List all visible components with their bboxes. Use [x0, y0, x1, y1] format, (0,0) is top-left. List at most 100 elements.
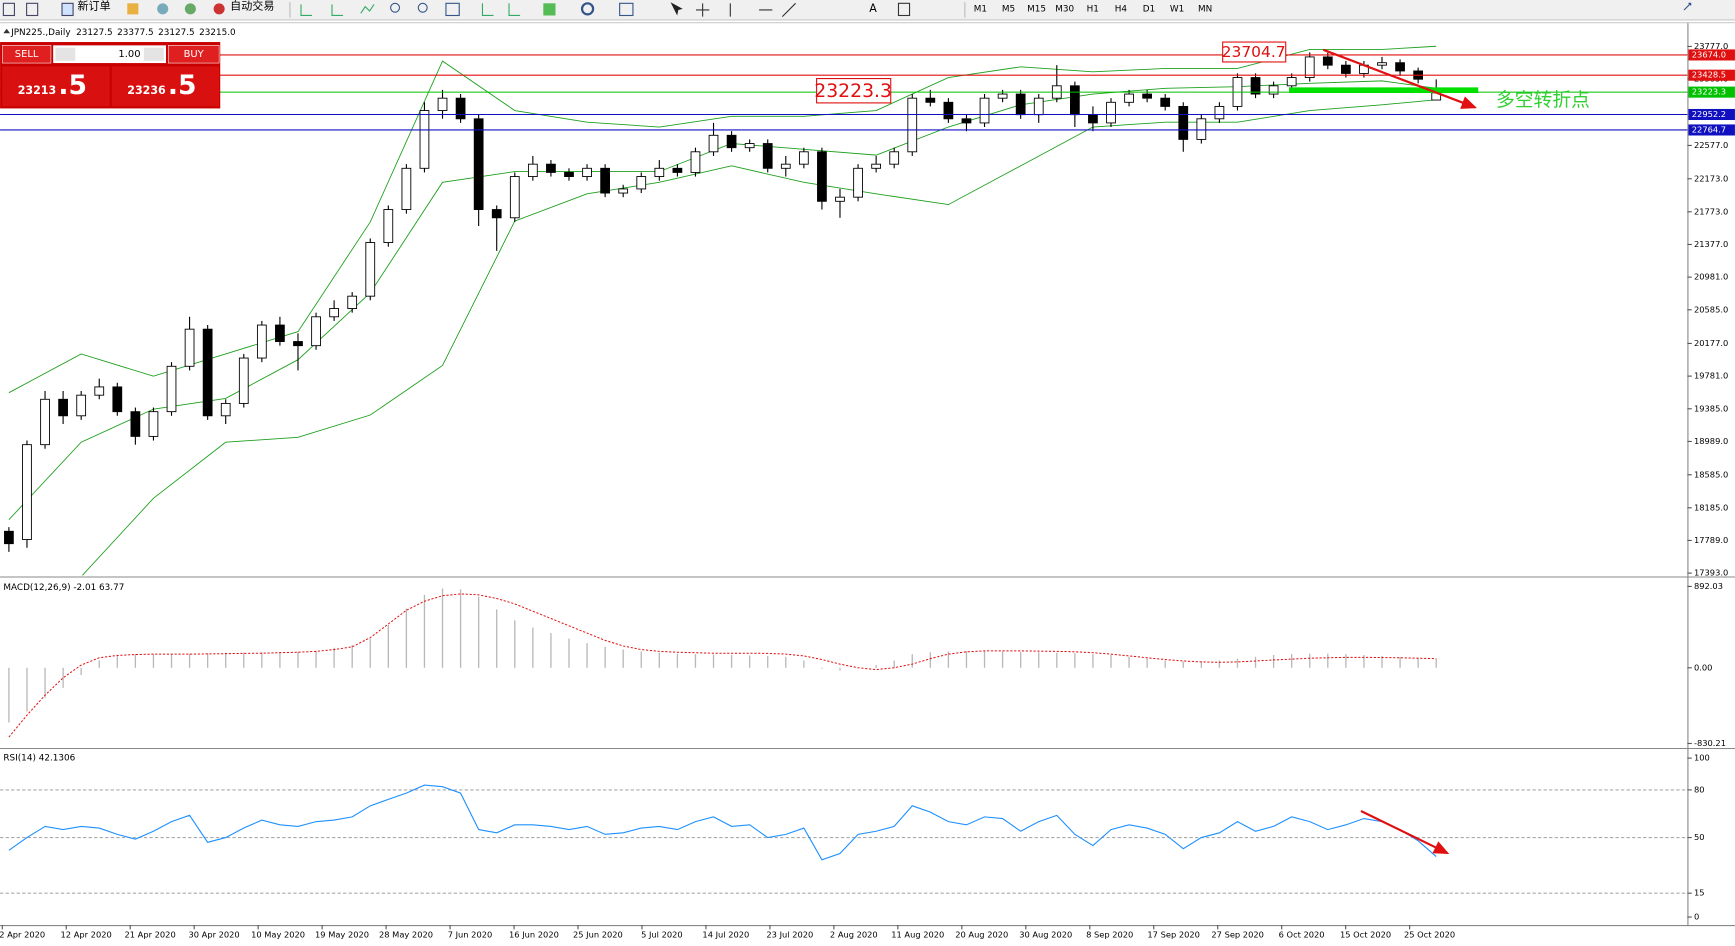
- icon[interactable]: [26, 2, 39, 17]
- y-tick-label: 0.00: [1694, 662, 1712, 672]
- candle-body: [997, 93, 1008, 99]
- candle-body: [798, 151, 809, 165]
- candle-body: [1106, 101, 1116, 124]
- price-level-tag: [1688, 86, 1735, 98]
- timeframe-button[interactable]: M1: [974, 4, 987, 14]
- icon[interactable]: [2, 2, 15, 17]
- sell-button[interactable]: [1, 45, 52, 64]
- candle-body: [654, 167, 665, 177]
- timeframe-button[interactable]: D1: [1143, 4, 1155, 14]
- timeframe-button[interactable]: H4: [1115, 4, 1128, 14]
- bid-box[interactable]: [2, 66, 110, 107]
- bid-main[interactable]: 23213: [18, 84, 56, 97]
- x-tick-label: 12 Apr 2020: [61, 929, 112, 939]
- icon[interactable]: [481, 3, 521, 17]
- icon[interactable]: A: [869, 2, 877, 15]
- ask-pip[interactable]: .5: [168, 70, 197, 101]
- ask-main[interactable]: 23236: [127, 84, 166, 97]
- y-tick-label: 17393.0: [1694, 568, 1728, 578]
- icon[interactable]: [300, 4, 375, 17]
- timeframe-button[interactable]: MN: [1198, 4, 1212, 14]
- lot-down[interactable]: [55, 47, 76, 61]
- icon[interactable]: [157, 3, 169, 15]
- candle-body: [636, 176, 647, 190]
- header-open: 23127.5: [76, 28, 113, 38]
- annotation-box: [1222, 41, 1287, 63]
- y-tick-label: 17789.0: [1694, 535, 1728, 545]
- new-order-button[interactable]: 新订单: [78, 0, 111, 13]
- sell-label[interactable]: SELL: [15, 49, 39, 60]
- candle-body: [1178, 105, 1189, 140]
- candle-body: [419, 110, 430, 169]
- candle-body: [202, 328, 213, 417]
- lot-field[interactable]: [53, 45, 167, 64]
- candle-body: [835, 196, 845, 202]
- timeframe-button[interactable]: H1: [1087, 4, 1099, 14]
- x-tick-label: 30 Apr 2020: [188, 929, 239, 939]
- icon[interactable]: [127, 3, 139, 15]
- ask-box[interactable]: [111, 66, 220, 107]
- timeframe-button[interactable]: M15: [1027, 4, 1046, 14]
- candle-body: [961, 118, 972, 124]
- bid-pip[interactable]: .5: [58, 70, 87, 101]
- icon[interactable]: [619, 2, 634, 17]
- annotation: 多空转折点: [1496, 89, 1590, 111]
- candle-body: [1033, 97, 1044, 116]
- annotation-box: [816, 78, 892, 104]
- candle-body: [925, 97, 936, 103]
- icon[interactable]: [213, 3, 225, 15]
- icon[interactable]: [61, 2, 74, 17]
- buy-label[interactable]: BUY: [184, 49, 205, 60]
- x-tick-label: 15 Oct 2020: [1340, 929, 1391, 939]
- icon[interactable]: [897, 2, 911, 17]
- lot-up[interactable]: [143, 47, 164, 61]
- candle-body: [184, 328, 195, 367]
- candle-body: [1160, 97, 1171, 107]
- candle-body: [383, 209, 394, 243]
- candle-body: [365, 242, 376, 297]
- symbol: JPN225.,Daily: [10, 28, 70, 38]
- candle-body: [817, 151, 827, 202]
- x-tick-label: 10 May 2020: [251, 929, 305, 939]
- y-tick-label: 18989.0: [1694, 436, 1728, 446]
- candle-body: [130, 411, 141, 437]
- candle-body: [1286, 77, 1297, 87]
- ask-price[interactable]: 23236.5: [127, 70, 196, 101]
- timeframe-button[interactable]: M30: [1055, 4, 1074, 14]
- price-level-label: 23223.3: [1692, 87, 1726, 97]
- candle-body: [1069, 85, 1080, 116]
- candle-body: [473, 118, 484, 210]
- auto-trade-button[interactable]: 自动交易: [230, 0, 274, 13]
- x-tick-label: 6 Oct 2020: [1279, 929, 1325, 939]
- candle-body: [853, 167, 863, 198]
- candle-body: [546, 163, 556, 173]
- candle-body: [871, 163, 881, 169]
- icon[interactable]: [417, 2, 428, 13]
- candle-body: [401, 167, 412, 210]
- candle-body: [672, 167, 683, 173]
- lot-value[interactable]: 1.00: [118, 49, 140, 60]
- icon[interactable]: [670, 2, 683, 16]
- drawings: 23704.7 23223.3 多空转折点: [814, 41, 1590, 855]
- icon[interactable]: [184, 3, 196, 15]
- icon[interactable]: [580, 2, 595, 16]
- candle-body: [618, 188, 629, 194]
- icon[interactable]: [543, 3, 556, 16]
- buy-button[interactable]: [167, 45, 220, 64]
- candle-body: [708, 134, 719, 153]
- timeframe-button[interactable]: M5: [1002, 4, 1015, 14]
- timeframe-button[interactable]: W1: [1170, 4, 1184, 14]
- candle-body: [1322, 56, 1333, 66]
- icon[interactable]: [445, 2, 460, 17]
- trend-arrow: [1322, 48, 1478, 109]
- icon[interactable]: [1683, 2, 1692, 11]
- icon[interactable]: [696, 2, 796, 17]
- y-tick-label: 20177.0: [1694, 338, 1728, 348]
- bid-price[interactable]: 23213.5: [18, 70, 87, 101]
- candle-body: [455, 97, 466, 120]
- candle-body: [780, 163, 791, 169]
- price-level-label: 22952.2: [1692, 109, 1726, 119]
- icon[interactable]: [390, 2, 401, 13]
- candle-body: [1250, 77, 1261, 95]
